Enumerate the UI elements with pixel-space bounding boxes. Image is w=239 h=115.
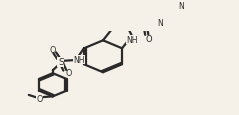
Text: N: N xyxy=(179,2,185,10)
Text: O: O xyxy=(50,46,56,55)
Text: O: O xyxy=(146,34,152,43)
Text: O: O xyxy=(37,94,43,103)
Text: N: N xyxy=(158,19,163,28)
Text: NH: NH xyxy=(73,55,85,64)
Text: S: S xyxy=(58,58,64,66)
Text: NH: NH xyxy=(126,36,138,45)
Text: O: O xyxy=(65,68,72,77)
